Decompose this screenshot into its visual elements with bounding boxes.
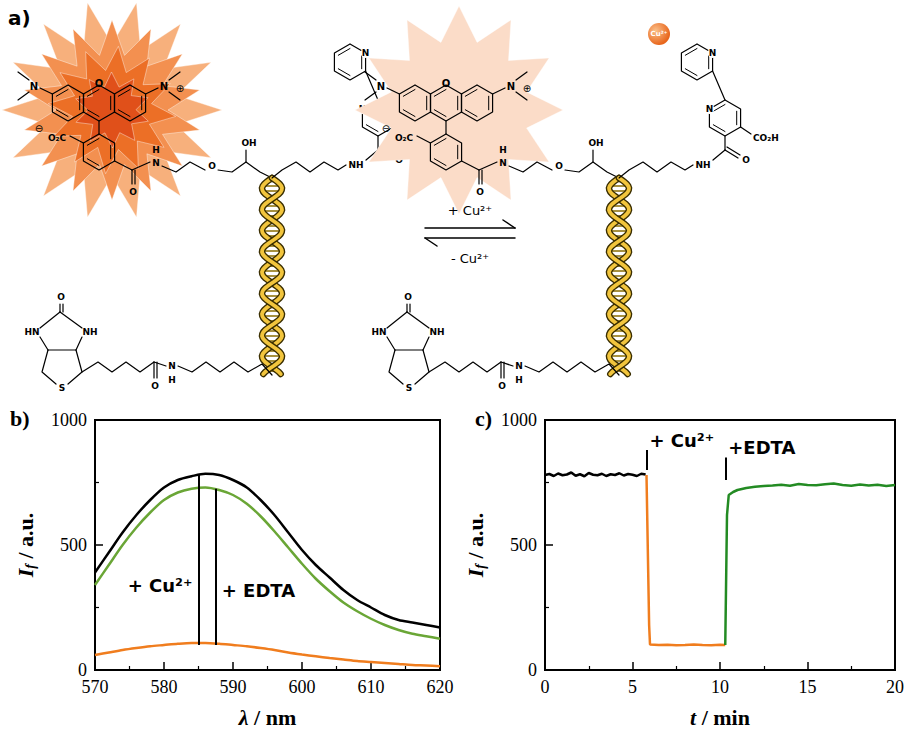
svg-text:N: N: [152, 158, 160, 168]
svg-text:N: N: [362, 48, 370, 58]
svg-text:O₂C: O₂C: [48, 133, 67, 143]
svg-text:t: t: [690, 704, 697, 730]
svg-text:N: N: [515, 361, 523, 371]
svg-text:O: O: [95, 78, 104, 89]
svg-text:N: N: [168, 361, 176, 371]
svg-text:+EDTA: +EDTA: [728, 437, 795, 458]
svg-text:0: 0: [78, 660, 87, 680]
svg-text:NH: NH: [695, 160, 710, 170]
svg-text:H: H: [499, 145, 507, 155]
svg-text:N: N: [706, 104, 714, 114]
svg-text:5: 5: [628, 677, 637, 697]
svg-text:O: O: [208, 161, 216, 171]
svg-text:NH: NH: [348, 160, 363, 170]
svg-text:O: O: [442, 78, 451, 89]
svg-text:⊖: ⊖: [382, 123, 390, 134]
svg-text:OH: OH: [241, 138, 256, 148]
svg-text:0: 0: [528, 660, 537, 680]
svg-text:1000: 1000: [51, 410, 87, 430]
svg-text:15: 15: [799, 677, 817, 697]
svg-text:+ EDTA: + EDTA: [222, 580, 295, 601]
svg-text:S: S: [59, 383, 65, 393]
svg-text:O₂C: O₂C: [395, 133, 414, 143]
svg-text:I: I: [462, 568, 488, 578]
svg-text:/ a.u.: / a.u.: [463, 513, 488, 564]
svg-text:NH: NH: [429, 327, 444, 337]
svg-text:10: 10: [711, 677, 729, 697]
svg-text:500: 500: [510, 535, 537, 555]
svg-text:1000: 1000: [501, 410, 537, 430]
svg-text:O: O: [742, 155, 750, 165]
svg-text:f: f: [22, 564, 38, 569]
svg-text:O: O: [129, 187, 137, 197]
svg-text:HN: HN: [24, 327, 39, 337]
svg-text:c): c): [475, 406, 492, 431]
svg-text:N: N: [160, 81, 168, 92]
svg-text:20: 20: [886, 677, 904, 697]
svg-text:N: N: [507, 81, 515, 92]
svg-text:0: 0: [541, 677, 550, 697]
svg-text:O: O: [57, 292, 65, 302]
svg-text:N: N: [709, 48, 717, 58]
svg-text:⊖: ⊖: [35, 123, 43, 134]
svg-text:b): b): [10, 406, 30, 431]
svg-text:H: H: [168, 375, 176, 385]
svg-text:H: H: [152, 145, 160, 155]
svg-text:OH: OH: [588, 138, 603, 148]
svg-text:590: 590: [220, 677, 247, 697]
svg-text:620: 620: [427, 677, 454, 697]
svg-text:600: 600: [289, 677, 316, 697]
svg-text:N: N: [499, 158, 507, 168]
svg-text:610: 610: [358, 677, 385, 697]
svg-text:O: O: [498, 381, 506, 391]
svg-text:- Cu²⁺: - Cu²⁺: [451, 251, 489, 266]
svg-text:λ: λ: [238, 705, 249, 730]
svg-text:/ min: / min: [696, 705, 750, 730]
svg-text:HN: HN: [371, 327, 386, 337]
svg-text:⊕: ⊕: [176, 83, 184, 94]
svg-text:O: O: [476, 187, 484, 197]
svg-text:H: H: [515, 375, 523, 385]
svg-text:+ Cu²⁺: + Cu²⁺: [650, 430, 715, 451]
svg-text:a): a): [8, 6, 31, 30]
svg-text:/ a.u.: / a.u.: [13, 513, 38, 564]
svg-text:⊕: ⊕: [523, 83, 531, 94]
svg-text:CO₂H: CO₂H: [753, 133, 779, 143]
svg-text:Cu²⁺: Cu²⁺: [651, 30, 668, 38]
svg-text:f: f: [472, 564, 488, 569]
svg-text:/ nm: / nm: [249, 705, 297, 730]
svg-text:O: O: [151, 381, 159, 391]
svg-text:O: O: [555, 161, 563, 171]
svg-text:NH: NH: [82, 327, 97, 337]
svg-text:N: N: [30, 81, 38, 92]
svg-text:500: 500: [60, 535, 87, 555]
svg-text:O: O: [404, 292, 412, 302]
svg-text:570: 570: [82, 677, 109, 697]
svg-text:N: N: [377, 81, 385, 92]
svg-text:+ Cu²⁺: + Cu²⁺: [448, 203, 492, 218]
svg-text:580: 580: [151, 677, 178, 697]
svg-text:S: S: [406, 383, 412, 393]
svg-text:I: I: [12, 568, 38, 578]
svg-text:+ Cu²⁺: + Cu²⁺: [128, 575, 193, 596]
